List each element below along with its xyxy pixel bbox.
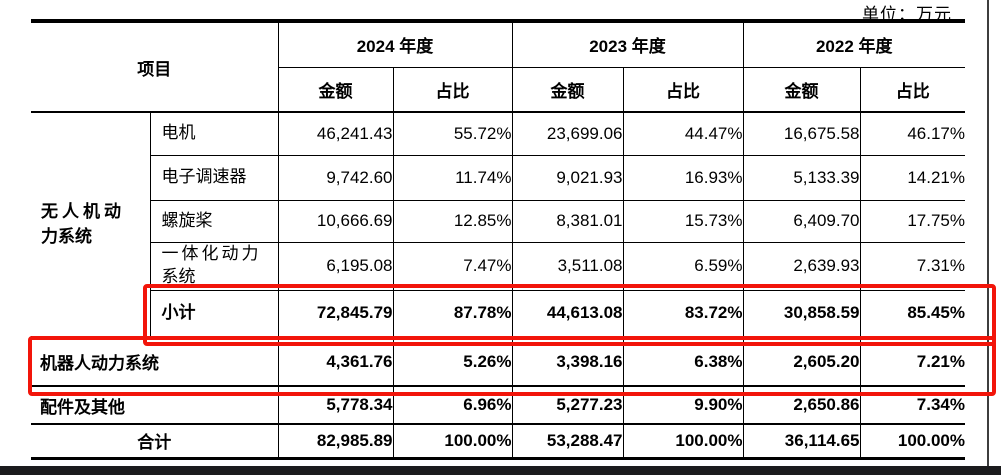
cell-value: 16,675.58 [742, 111, 861, 156]
cell-value: 2,639.93 [742, 241, 861, 291]
header-year-2023: 2023 年度 [511, 20, 744, 68]
cell-value: 6.59% [622, 241, 744, 291]
cell-value: 3,511.08 [511, 241, 624, 291]
cell-value: 9,742.60 [277, 154, 394, 201]
header-amount-2023: 金额 [511, 66, 624, 113]
cell-value: 53,288.47 [511, 423, 624, 459]
cell-value: 7.34% [859, 385, 965, 425]
cell-value: 6,195.08 [277, 241, 394, 291]
table-row-integrated: 一体化动力系统 6,195.08 7.47% 3,511.08 6.59% 2,… [31, 241, 965, 291]
header-ratio-2023: 占比 [622, 66, 744, 113]
cell-value: 5,778.34 [277, 385, 394, 425]
cell-value: 11.74% [392, 154, 513, 201]
cell-value: 30,858.59 [742, 289, 861, 338]
cell-value: 100.00% [859, 423, 965, 459]
cell-value: 14.21% [859, 154, 965, 201]
row-name-cell: 小计 [150, 289, 279, 338]
table-row-propeller: 螺旋桨 10,666.69 12.85% 8,381.01 15.73% 6,4… [31, 199, 965, 243]
cell-value: 12.85% [392, 199, 513, 243]
cell-value: 5,133.39 [742, 154, 861, 201]
header-amount-2024: 金额 [278, 66, 394, 113]
header-amount-2022: 金额 [742, 66, 861, 113]
cell-value: 7.47% [392, 241, 513, 291]
cell-value: 55.72% [392, 111, 513, 156]
page-right-edge-line [987, 0, 989, 475]
cell-value: 7.31% [859, 241, 965, 291]
row-name-cell: 一体化动力系统 [150, 241, 279, 291]
row-name-cell: 合计 [31, 423, 279, 459]
cell-value: 46,241.43 [277, 111, 394, 156]
header-item: 项目 [31, 20, 279, 113]
cell-value: 85.45% [859, 289, 965, 338]
table-row-subtotal: 小计 72,845.79 87.78% 44,613.08 83.72% 30,… [31, 289, 965, 338]
cell-value: 2,650.86 [742, 385, 861, 425]
cell-value: 17.75% [859, 199, 965, 243]
row-name-cell: 配件及其他 [31, 385, 279, 425]
cell-value: 6,409.70 [742, 199, 861, 243]
cell-value: 9,021.93 [511, 154, 624, 201]
group-label-cell: 无人机动力系统 [31, 111, 151, 338]
header-year-2022: 2022 年度 [742, 20, 965, 68]
cell-value: 44.47% [622, 111, 744, 156]
cell-value: 16.93% [622, 154, 744, 201]
financial-table: 项目 2024 年度 2023 年度 2022 年度 金额 占比 金额 占比 金… [31, 19, 965, 460]
table-row-motor: 无人机动力系统 电机 46,241.43 55.72% 23,699.06 44… [31, 111, 965, 338]
cell-value: 15.73% [622, 199, 744, 243]
cell-value: 36,114.65 [742, 423, 861, 459]
cell-value: 82,985.89 [277, 423, 394, 459]
cell-value: 23,699.06 [511, 111, 624, 156]
cell-value: 8,381.01 [511, 199, 624, 243]
cell-value: 46.17% [859, 111, 965, 156]
group-label: 无人机动力系统 [41, 201, 121, 246]
highlight-box-subtotal-row [143, 284, 996, 346]
cell-value: 10,666.69 [277, 199, 394, 243]
cell-value: 100.00% [622, 423, 744, 459]
header-row-measures: 金额 占比 金额 占比 金额 占比 [31, 66, 965, 113]
row-name-cell: 电机 [149, 111, 279, 156]
table-row-esc: 电子调速器 9,742.60 11.74% 9,021.93 16.93% 5,… [31, 154, 965, 201]
row-name-cell: 电子调速器 [150, 154, 279, 201]
header-ratio-2022: 占比 [859, 66, 965, 113]
window-bottom-bar [0, 466, 1001, 475]
header-year-2024: 2024 年度 [277, 20, 513, 68]
highlight-box-robot-row [28, 336, 996, 396]
table-row-total: 合计 82,985.89 100.00% 53,288.47 100.00% 3… [31, 423, 965, 459]
header-ratio-2024: 占比 [392, 66, 513, 113]
header-row-years: 项目 2024 年度 2023 年度 2022 年度 [31, 20, 965, 113]
row-name-cell: 螺旋桨 [150, 199, 279, 243]
table-row-accessories: 配件及其他 5,778.34 6.96% 5,277.23 9.90% 2,65… [31, 385, 965, 425]
cell-value: 5,277.23 [511, 385, 624, 425]
cell-value: 100.00% [392, 423, 513, 459]
